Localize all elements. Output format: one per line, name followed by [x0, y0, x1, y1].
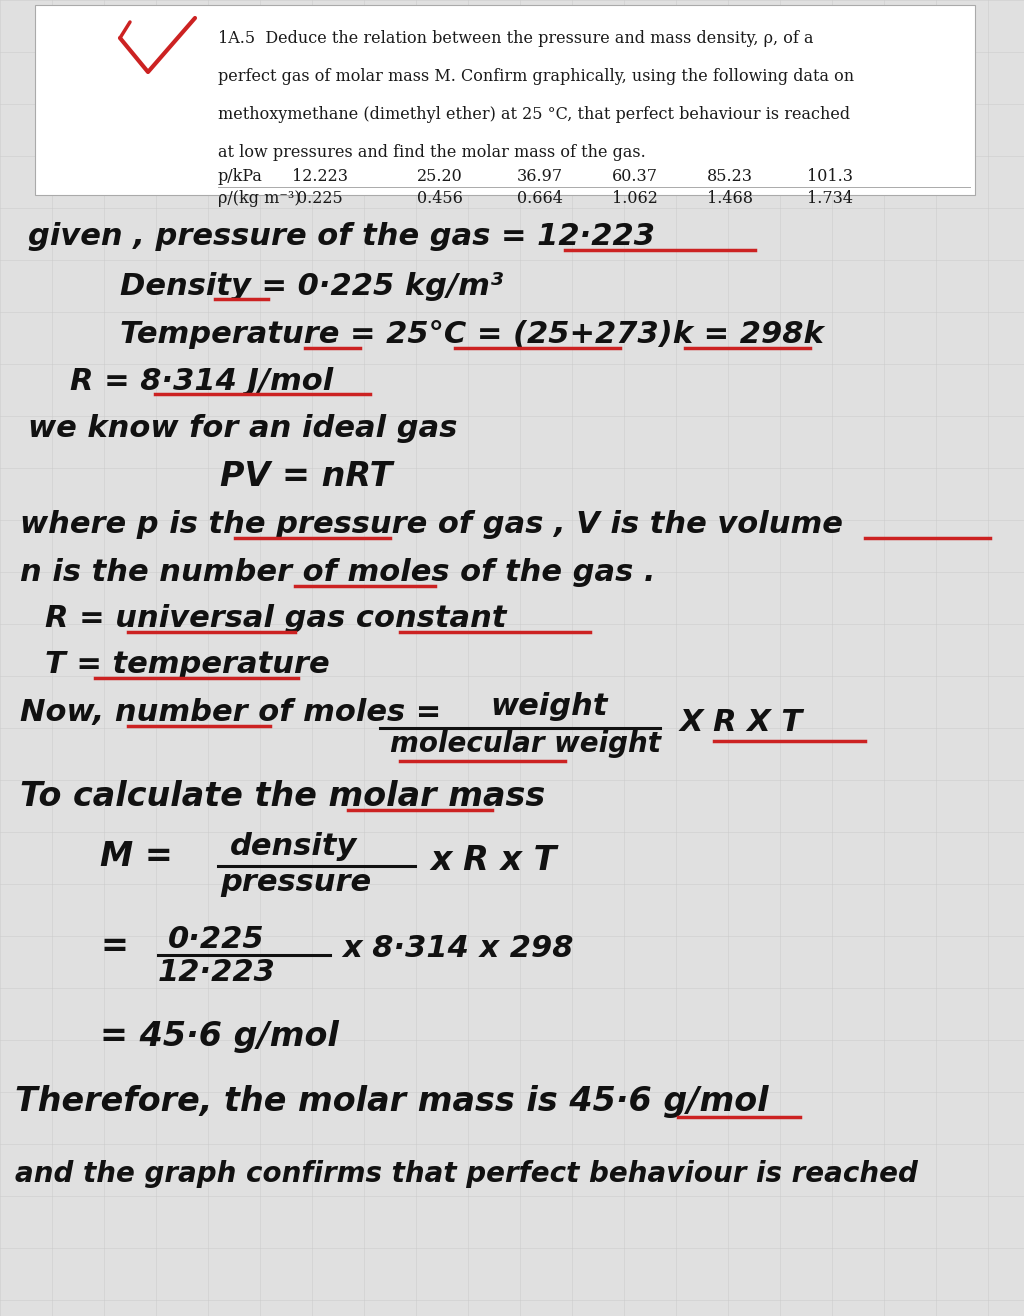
- Text: 0·225: 0·225: [168, 925, 264, 954]
- Text: where p is the pressure of gas , V is the volume: where p is the pressure of gas , V is th…: [20, 511, 843, 540]
- Text: To calculate the molar mass: To calculate the molar mass: [20, 780, 545, 813]
- Text: we know for an ideal gas: we know for an ideal gas: [28, 415, 458, 443]
- Text: 101.3: 101.3: [807, 168, 853, 186]
- Text: 0.664: 0.664: [517, 190, 563, 207]
- Text: density: density: [230, 832, 357, 861]
- Text: 85.23: 85.23: [707, 168, 753, 186]
- Text: x 8·314 x 298: x 8·314 x 298: [342, 934, 573, 963]
- Text: pressure: pressure: [220, 869, 371, 898]
- Text: R = 8·314 J/mol: R = 8·314 J/mol: [70, 367, 333, 396]
- Text: Therefore, the molar mass is 45·6 g/mol: Therefore, the molar mass is 45·6 g/mol: [15, 1084, 769, 1119]
- Text: 25.20: 25.20: [417, 168, 463, 186]
- Text: 0.456: 0.456: [417, 190, 463, 207]
- Text: perfect gas of molar mass M. Confirm graphically, using the following data on: perfect gas of molar mass M. Confirm gra…: [218, 68, 854, 86]
- Text: X R X T: X R X T: [680, 708, 803, 737]
- Text: 12.223: 12.223: [292, 168, 348, 186]
- Text: Density = 0·225 kg/m³: Density = 0·225 kg/m³: [120, 272, 503, 301]
- Text: 0.225: 0.225: [297, 190, 343, 207]
- Text: = 45·6 g/mol: = 45·6 g/mol: [100, 1020, 339, 1053]
- Text: ρ/(kg m⁻³): ρ/(kg m⁻³): [218, 190, 301, 207]
- Text: at low pressures and find the molar mass of the gas.: at low pressures and find the molar mass…: [218, 143, 646, 161]
- Text: 36.97: 36.97: [517, 168, 563, 186]
- Text: 1.062: 1.062: [612, 190, 658, 207]
- Text: R = universal gas constant: R = universal gas constant: [45, 604, 507, 633]
- Text: M =: M =: [100, 840, 173, 873]
- Text: 60.37: 60.37: [612, 168, 658, 186]
- Text: Temperature = 25°C = (25+273)k = 298k: Temperature = 25°C = (25+273)k = 298k: [120, 320, 823, 349]
- Text: and the graph confirms that perfect behaviour is reached: and the graph confirms that perfect beha…: [15, 1159, 918, 1188]
- Text: given , pressure of the gas = 12·223: given , pressure of the gas = 12·223: [28, 222, 655, 251]
- Text: 1.734: 1.734: [807, 190, 853, 207]
- Text: Now, number of moles =: Now, number of moles =: [20, 697, 441, 726]
- Text: 1.468: 1.468: [707, 190, 753, 207]
- Text: 12·223: 12·223: [158, 958, 275, 987]
- Text: T = temperature: T = temperature: [45, 650, 330, 679]
- Text: weight: weight: [490, 692, 607, 721]
- Text: 1A.5  Deduce the relation between the pressure and mass density, ρ, of a: 1A.5 Deduce the relation between the pre…: [218, 30, 813, 47]
- Text: n is the number of moles of the gas .: n is the number of moles of the gas .: [20, 558, 655, 587]
- Text: methoxymethane (dimethyl ether) at 25 °C, that perfect behaviour is reached: methoxymethane (dimethyl ether) at 25 °C…: [218, 107, 850, 122]
- Text: molecular weight: molecular weight: [390, 730, 662, 758]
- Text: PV = nRT: PV = nRT: [220, 461, 392, 494]
- Bar: [35, 5, 975, 195]
- Text: p/kPa: p/kPa: [218, 168, 263, 186]
- Text: =: =: [100, 930, 128, 963]
- Text: x R x T: x R x T: [430, 844, 556, 876]
